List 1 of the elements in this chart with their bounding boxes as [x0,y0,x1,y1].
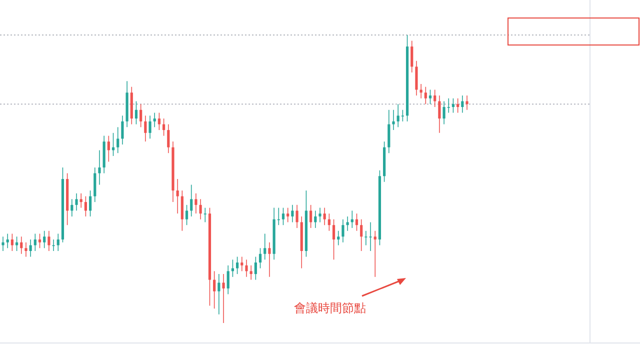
annotation: 會議時間節點 [294,301,366,315]
